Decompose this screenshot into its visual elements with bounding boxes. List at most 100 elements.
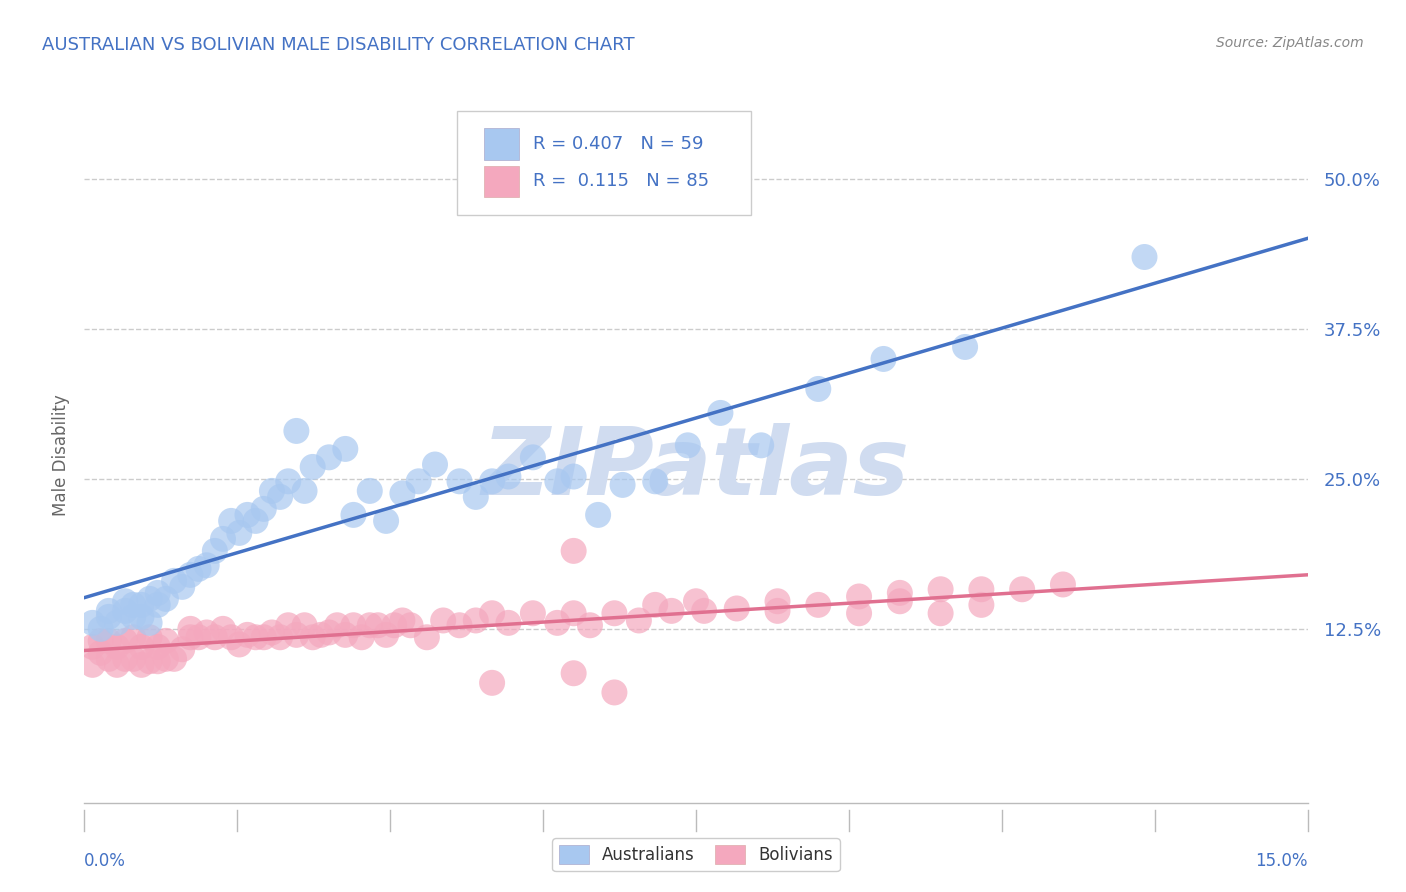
Point — [105, 615, 128, 630]
Point — [318, 625, 340, 640]
Point — [929, 607, 952, 621]
Point — [449, 475, 471, 489]
Point — [416, 630, 439, 644]
Point — [105, 640, 128, 654]
Point — [131, 640, 153, 654]
Point — [848, 607, 870, 621]
Point — [342, 618, 364, 632]
Point — [122, 598, 145, 612]
Point — [277, 618, 299, 632]
Text: R =  0.115   N = 85: R = 0.115 N = 85 — [533, 172, 710, 191]
Point — [335, 628, 357, 642]
Point — [90, 622, 112, 636]
Point — [889, 586, 911, 600]
Point — [749, 438, 772, 452]
Point — [562, 469, 585, 483]
Point — [546, 475, 568, 489]
Point — [766, 594, 789, 608]
Point — [685, 594, 707, 608]
Point — [146, 586, 169, 600]
Point — [245, 514, 267, 528]
Point — [195, 558, 218, 573]
Point — [204, 630, 226, 644]
Point — [661, 604, 683, 618]
Point — [122, 652, 145, 666]
Point — [212, 622, 235, 636]
Text: 0.0%: 0.0% — [84, 852, 127, 870]
Point — [375, 628, 398, 642]
Point — [253, 502, 276, 516]
Point — [122, 630, 145, 644]
Point — [131, 598, 153, 612]
Point — [97, 604, 120, 618]
Point — [807, 382, 830, 396]
Point — [586, 508, 609, 522]
Point — [146, 640, 169, 654]
Text: Source: ZipAtlas.com: Source: ZipAtlas.com — [1216, 36, 1364, 50]
Point — [155, 591, 177, 606]
Point — [122, 610, 145, 624]
Point — [253, 630, 276, 644]
Point — [97, 610, 120, 624]
Point — [97, 633, 120, 648]
Point — [709, 406, 731, 420]
Point — [285, 424, 308, 438]
Point — [179, 567, 201, 582]
Point — [391, 614, 413, 628]
Point — [725, 601, 748, 615]
Text: AUSTRALIAN VS BOLIVIAN MALE DISABILITY CORRELATION CHART: AUSTRALIAN VS BOLIVIAN MALE DISABILITY C… — [42, 36, 634, 54]
Point — [277, 475, 299, 489]
Point — [359, 483, 381, 498]
Point — [97, 652, 120, 666]
Point — [970, 598, 993, 612]
Point — [301, 630, 323, 644]
Point — [90, 633, 112, 648]
Point — [562, 544, 585, 558]
Text: ZIPatlas: ZIPatlas — [482, 423, 910, 515]
Point — [163, 574, 186, 588]
Point — [1133, 250, 1156, 264]
Point — [212, 532, 235, 546]
Point — [228, 637, 250, 651]
Point — [693, 604, 716, 618]
Point — [498, 615, 520, 630]
Point — [335, 442, 357, 456]
Point — [138, 615, 160, 630]
Point — [603, 685, 626, 699]
Point — [82, 615, 104, 630]
Point — [603, 607, 626, 621]
Point — [105, 657, 128, 672]
Y-axis label: Male Disability: Male Disability — [52, 394, 70, 516]
Point — [522, 607, 544, 621]
Point — [155, 633, 177, 648]
Point — [408, 475, 430, 489]
Point — [562, 666, 585, 681]
Point — [423, 458, 446, 472]
Text: R = 0.407   N = 59: R = 0.407 N = 59 — [533, 135, 704, 153]
Point — [187, 630, 209, 644]
Point — [481, 475, 503, 489]
Point — [146, 598, 169, 612]
Point — [464, 490, 486, 504]
Point — [179, 630, 201, 644]
Point — [114, 633, 136, 648]
Point — [228, 525, 250, 540]
Point — [382, 618, 405, 632]
Text: 15.0%: 15.0% — [1256, 852, 1308, 870]
Point — [172, 642, 194, 657]
Point — [1052, 577, 1074, 591]
Point — [138, 591, 160, 606]
Point — [90, 646, 112, 660]
Point — [522, 450, 544, 465]
Point — [236, 628, 259, 642]
Point — [138, 654, 160, 668]
Point — [889, 594, 911, 608]
Point — [82, 640, 104, 654]
Point — [269, 490, 291, 504]
Point — [301, 459, 323, 474]
Point — [195, 625, 218, 640]
Point — [807, 598, 830, 612]
Point — [219, 514, 242, 528]
Point — [187, 562, 209, 576]
Point — [342, 508, 364, 522]
